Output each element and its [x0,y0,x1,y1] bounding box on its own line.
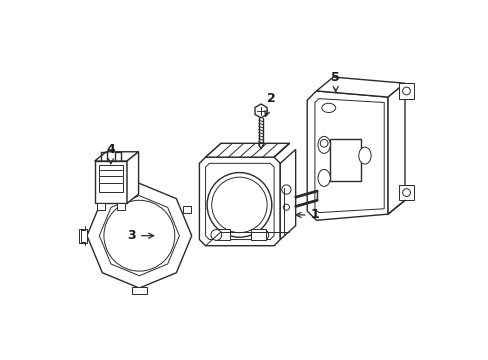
Bar [398,185,413,200]
Polygon shape [314,99,384,213]
Circle shape [283,204,289,210]
Text: 1: 1 [295,208,319,221]
Ellipse shape [317,170,329,186]
Polygon shape [199,157,280,246]
Circle shape [320,139,327,147]
Polygon shape [205,143,289,157]
Polygon shape [316,77,404,97]
Circle shape [257,230,268,240]
Polygon shape [387,83,404,214]
Circle shape [402,189,409,197]
Circle shape [104,200,174,271]
Bar [97,203,104,210]
Polygon shape [205,163,274,239]
Bar [329,139,360,181]
Text: 3: 3 [127,229,153,242]
Bar [131,287,147,294]
Text: 2: 2 [264,92,276,116]
Bar [398,83,413,99]
Text: 4: 4 [106,143,115,164]
Polygon shape [95,152,138,161]
Polygon shape [254,104,266,118]
Polygon shape [95,161,127,203]
Circle shape [210,230,221,240]
Ellipse shape [358,147,370,164]
Polygon shape [280,149,295,239]
Bar [214,229,230,239]
Bar [183,206,190,213]
Circle shape [281,185,290,194]
Polygon shape [306,91,387,220]
Ellipse shape [321,103,335,112]
Ellipse shape [317,136,329,153]
Bar [250,229,266,239]
Polygon shape [127,152,138,203]
Polygon shape [87,183,191,288]
Polygon shape [99,195,179,276]
Bar [99,165,123,192]
Text: 5: 5 [331,71,339,91]
Bar [117,203,124,210]
Circle shape [402,87,409,95]
Circle shape [207,172,271,237]
Circle shape [211,177,266,233]
Bar [79,229,87,243]
